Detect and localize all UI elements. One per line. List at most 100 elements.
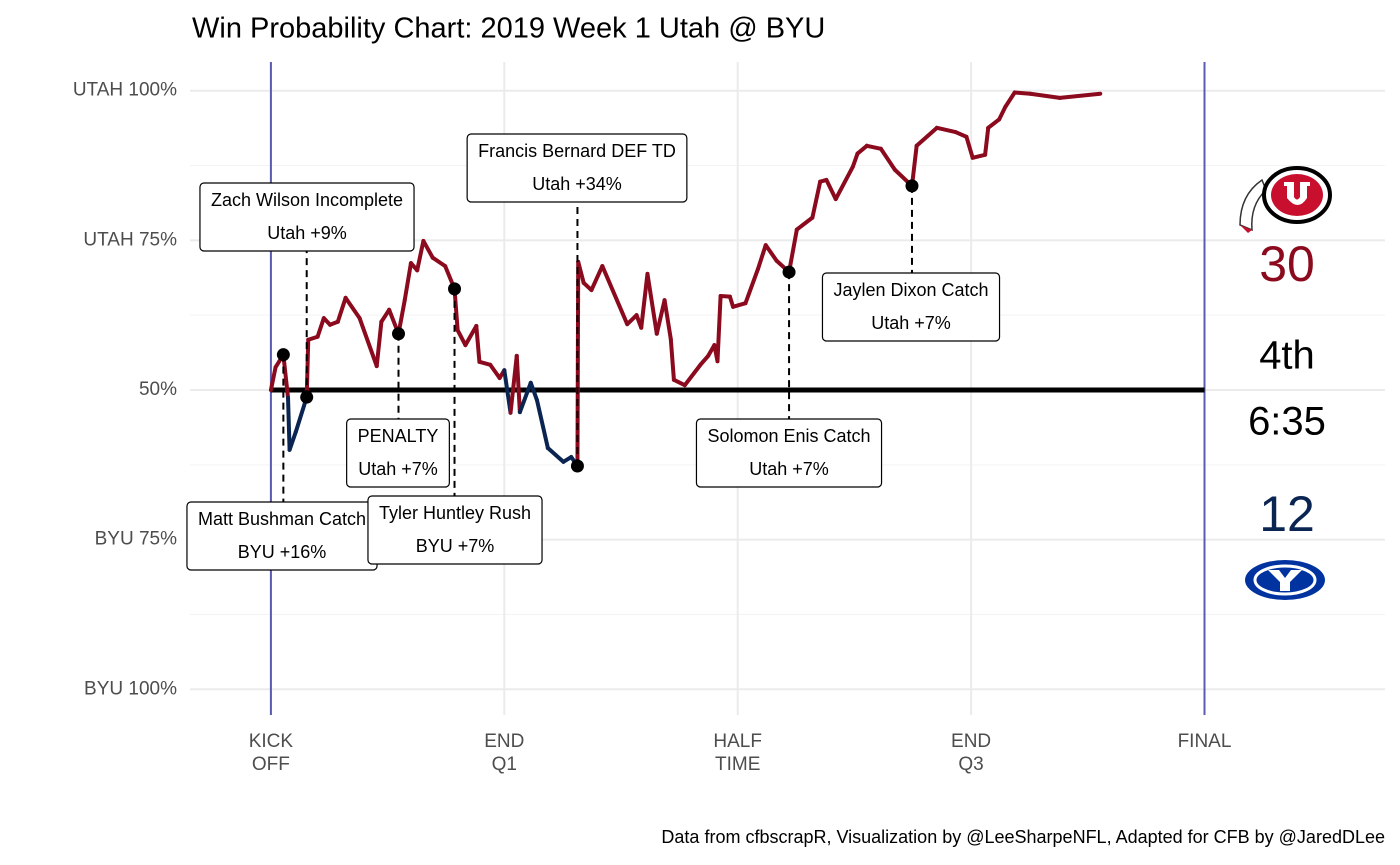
win-prob-segment — [315, 316, 326, 339]
annotation-label: Zach Wilson Incomplete Utah +9% — [199, 182, 415, 252]
annotation-change: Utah +7% — [358, 459, 438, 479]
annotation-text: Jaylen Dixon Catch — [833, 280, 988, 300]
win-prob-segment — [964, 134, 975, 160]
win-prob-segment — [1057, 91, 1103, 100]
win-prob-segment — [682, 362, 703, 388]
chart-title: Win Probability Chart: 2019 Week 1 Utah … — [192, 13, 825, 45]
annotation-point — [392, 327, 406, 341]
win-prob-segment — [1012, 90, 1033, 96]
win-prob-segment — [794, 215, 815, 232]
win-prob-segment — [662, 298, 673, 342]
win-prob-segment — [268, 365, 278, 392]
win-prob-segment — [517, 380, 533, 415]
annotation-box — [466, 133, 688, 203]
period: 4th — [1259, 334, 1315, 378]
annotation-change: Utah +34% — [532, 174, 622, 194]
annotation-label: Tyler Huntley Rush BYU +7% — [367, 495, 543, 565]
win-prob-segment — [743, 267, 760, 306]
annotation-change: Utah +9% — [267, 223, 347, 243]
win-prob-segment — [787, 227, 799, 275]
win-prob-segment — [833, 164, 855, 202]
win-prob-segment — [671, 377, 687, 388]
annotation-point — [276, 348, 290, 362]
win-prob-segment — [463, 323, 479, 348]
annotation-text: Solomon Enis Catch — [707, 426, 870, 446]
annotation-text: Matt Bushman Catch — [198, 509, 366, 529]
win-prob-segment — [430, 255, 448, 269]
win-prob-segment — [810, 179, 823, 220]
win-prob-segment — [1028, 91, 1062, 100]
win-prob-segment — [639, 271, 650, 330]
annotation-box — [821, 272, 1001, 342]
utah-logo — [1239, 166, 1332, 233]
win-prob-segment — [755, 243, 768, 272]
annotation-box — [695, 418, 883, 488]
win-prob-segment — [528, 380, 539, 403]
annotation-text: Francis Bernard DEF TD — [478, 141, 676, 161]
annotation-point — [300, 390, 314, 404]
win-prob-segment — [402, 261, 413, 303]
win-prob-segment — [287, 429, 298, 452]
byu-score: 12 — [1259, 486, 1315, 542]
win-prob-segment — [997, 104, 1008, 122]
annotation-box — [367, 495, 543, 565]
win-prob-segment — [514, 353, 522, 415]
win-prob-segment — [850, 151, 860, 169]
win-prob-segment — [970, 152, 988, 160]
win-prob-segment — [878, 146, 897, 172]
win-prob-segment — [600, 264, 630, 327]
annotation-label: Solomon Enis Catch Utah +7% — [695, 418, 883, 488]
win-prob-segment — [668, 337, 676, 382]
y-tick-label: UTAH 75% — [83, 229, 177, 250]
annotation-change: Utah +7% — [749, 459, 829, 479]
win-prob-segment — [455, 328, 468, 348]
x-tick-label: HALF TIME — [713, 731, 762, 775]
win-prob-segment — [421, 238, 435, 260]
annotation-box — [199, 182, 415, 252]
win-prob-segment — [654, 298, 667, 336]
win-prob-segment — [824, 177, 838, 202]
win-prob-segment — [335, 295, 348, 324]
y-tick-label: UTAH 100% — [73, 80, 177, 101]
win-prob-segment — [374, 319, 384, 369]
win-prob-segment — [986, 117, 1002, 130]
annotation-label: Jaylen Dixon Catch Utah +7% — [821, 272, 1001, 342]
byu-logo — [1245, 560, 1325, 600]
win-prob-segment — [645, 271, 659, 336]
annotation-point — [905, 179, 919, 193]
y-tick-label: 50% — [139, 379, 177, 400]
win-prob-segment — [1003, 90, 1017, 109]
annotation-box — [346, 418, 450, 488]
annotation-change: BYU +7% — [416, 536, 495, 556]
x-tick-label: END Q1 — [484, 731, 525, 775]
win-prob-segment — [914, 125, 939, 148]
win-prob-segment — [934, 125, 958, 135]
annotation-text: PENALTY — [358, 426, 439, 446]
win-prob-segment — [357, 316, 379, 369]
x-tick-label: END Q3 — [951, 731, 992, 775]
win-prob-segment — [474, 323, 482, 364]
win-prob-segment — [534, 398, 550, 451]
win-prob-segment — [576, 259, 586, 285]
caption: Data from cfbscrapR, Visualization by @L… — [661, 827, 1385, 847]
x-tick-label: KICK OFF — [248, 731, 294, 775]
win-prob-segment — [855, 143, 869, 156]
win-prob-segment — [983, 125, 991, 157]
annotation-label: PENALTY Utah +7% — [346, 418, 450, 488]
win-prob-segment — [715, 294, 723, 364]
x-tick-label: FINAL — [1177, 731, 1232, 752]
y-tick-label: BYU 75% — [95, 529, 177, 550]
win-prob-segment — [545, 446, 566, 464]
utah-score: 30 — [1259, 236, 1315, 292]
annotation-change: Utah +7% — [871, 313, 951, 333]
win-prob-segment — [281, 352, 291, 400]
annotation-point — [570, 459, 584, 473]
y-tick-label: BYU 100% — [84, 678, 177, 699]
annotation-change: BYU +16% — [238, 542, 327, 562]
win-prob-segment — [763, 243, 779, 263]
annotation-point — [782, 265, 796, 279]
win-prob-segment — [731, 301, 748, 309]
annotation-point — [448, 282, 462, 296]
